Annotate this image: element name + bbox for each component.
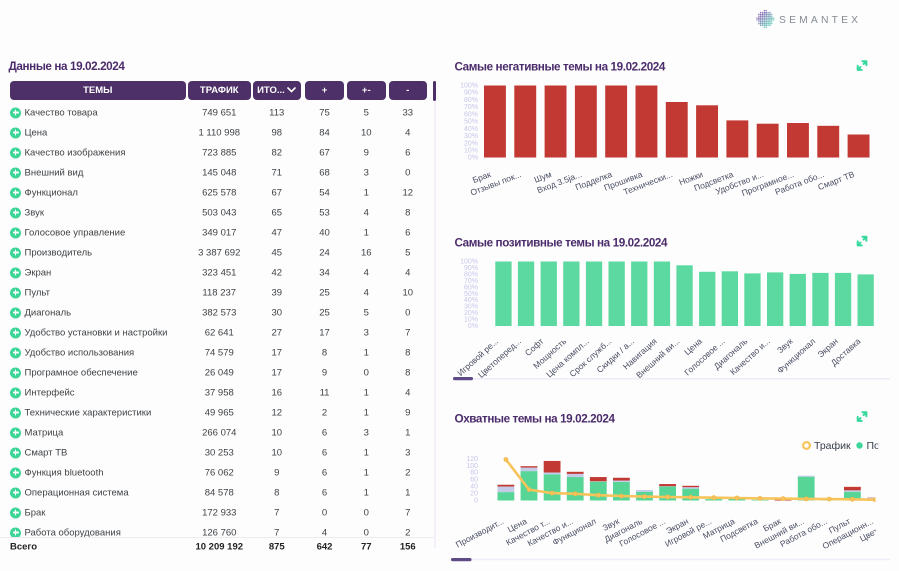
svg-text:120: 120 bbox=[466, 456, 478, 463]
svg-text:70%: 70% bbox=[464, 278, 478, 285]
svg-text:60: 60 bbox=[470, 477, 478, 484]
svg-text:50%: 50% bbox=[464, 119, 478, 126]
svg-text:90%: 90% bbox=[464, 265, 478, 272]
svg-text:Трафик: Трафик bbox=[814, 440, 851, 452]
svg-text:20%: 20% bbox=[464, 140, 478, 147]
svg-text:Самые негативные темы на 19.02: Самые негативные темы на 19.02.2024 bbox=[455, 61, 666, 74]
svg-text:10%: 10% bbox=[464, 148, 478, 155]
svg-text:10%: 10% bbox=[464, 317, 478, 324]
svg-text:40%: 40% bbox=[464, 126, 478, 133]
svg-text:100%: 100% bbox=[460, 83, 478, 90]
svg-text:80: 80 bbox=[470, 470, 478, 477]
svg-text:Охватные темы на 19.02.2024: Охватные темы на 19.02.2024 bbox=[455, 413, 616, 426]
svg-text:100%: 100% bbox=[460, 259, 478, 266]
svg-text:80%: 80% bbox=[464, 97, 478, 104]
svg-text:0: 0 bbox=[474, 498, 478, 505]
svg-text:Производит...: Производит... bbox=[454, 516, 505, 550]
svg-text:90%: 90% bbox=[464, 90, 478, 97]
svg-text:20%: 20% bbox=[464, 310, 478, 317]
svg-text:80%: 80% bbox=[464, 271, 478, 278]
svg-text:30%: 30% bbox=[464, 304, 478, 311]
svg-text:60%: 60% bbox=[464, 284, 478, 291]
svg-text:40: 40 bbox=[470, 484, 478, 491]
svg-text:40%: 40% bbox=[464, 297, 478, 304]
svg-text:0%: 0% bbox=[468, 323, 478, 330]
svg-text:50%: 50% bbox=[464, 291, 478, 298]
svg-text:20: 20 bbox=[470, 491, 478, 498]
svg-text:30%: 30% bbox=[464, 133, 478, 140]
svg-text:100: 100 bbox=[466, 463, 478, 470]
svg-text:70%: 70% bbox=[464, 104, 478, 111]
svg-text:Самые позитивные темы на 19.02: Самые позитивные темы на 19.02.2024 bbox=[455, 236, 669, 249]
svg-text:0%: 0% bbox=[468, 155, 478, 162]
svg-text:SEMANTEX: SEMANTEX bbox=[779, 15, 861, 26]
svg-text:60%: 60% bbox=[464, 111, 478, 118]
